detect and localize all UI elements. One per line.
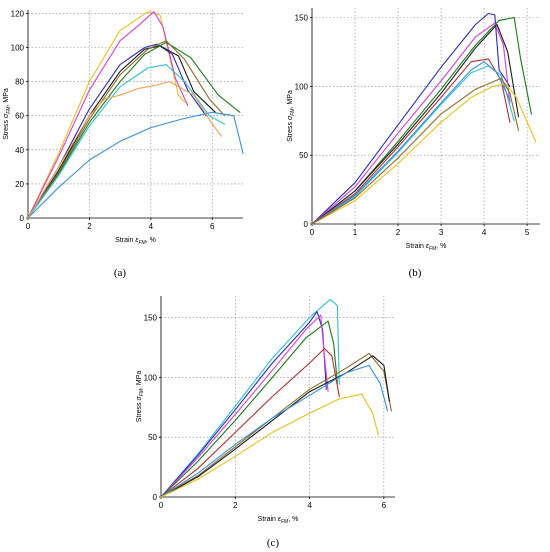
series-line-3: [160, 314, 329, 498]
series-line-9: [27, 81, 223, 219]
series-line-1: [27, 11, 186, 219]
x-tick-label: 2: [233, 501, 238, 510]
y-tick-label: 80: [15, 78, 24, 87]
x-tick-label: 4: [307, 501, 312, 510]
y-tick-label: 100: [295, 82, 309, 91]
series-line-1: [160, 299, 340, 498]
series-line-6: [160, 352, 392, 498]
y-tick-label: 60: [15, 112, 24, 121]
series-line-8: [311, 83, 537, 225]
y-tick-label: 150: [144, 314, 158, 323]
series-line-9: [160, 393, 379, 498]
x-tick-label: 6: [382, 501, 387, 510]
series-line-5: [311, 58, 511, 225]
y-tick-label: 120: [11, 9, 25, 18]
x-tick-label: 2: [396, 228, 401, 237]
x-tick-label: 0: [26, 222, 31, 231]
series-line-5: [27, 41, 241, 219]
panel-label: (c): [267, 537, 280, 549]
series-line-4: [311, 23, 520, 225]
series-line-4: [160, 320, 338, 498]
series-line-2: [27, 11, 189, 219]
x-tick-label: 1: [353, 228, 358, 237]
x-tick-label: 4: [482, 228, 487, 237]
y-tick-label: 50: [299, 151, 308, 160]
series-line-7: [160, 355, 390, 498]
series-line-3: [311, 22, 511, 225]
x-tick-label: 3: [439, 228, 444, 237]
x-tick-label: 0: [310, 228, 315, 237]
y-tick-label: 20: [15, 180, 24, 189]
y-tick-label: 0: [153, 493, 158, 502]
series-line-9: [311, 77, 520, 225]
series-line-4: [27, 45, 216, 219]
y-tick-label: 50: [148, 433, 157, 442]
y-tick-label: 100: [11, 44, 25, 53]
x-tick-label: 2: [87, 222, 92, 231]
y-axis-label: Stress σFM, MPa: [287, 90, 296, 142]
x-tick-label: 5: [525, 228, 530, 237]
series-line-3: [27, 43, 207, 219]
x-tick-label: 0: [159, 501, 164, 510]
panel-label: (b): [409, 267, 422, 279]
x-axis-label: Strain εFM, %: [406, 243, 447, 252]
y-tick-label: 0: [20, 214, 25, 223]
series-line-6: [311, 65, 515, 225]
panel-label: (a): [114, 267, 127, 279]
series-line-6: [27, 40, 226, 219]
x-tick-label: 6: [210, 222, 215, 231]
series-line-1: [311, 12, 511, 225]
series-line-2: [311, 17, 532, 225]
series-line-7: [311, 61, 511, 225]
chart-panel-3: 0 2 4 6 0 50 100 150 Strain εFM, % Stress σFM, MP…: [136, 296, 395, 549]
y-tick-label: 150: [295, 14, 309, 23]
y-tick-label: 40: [15, 146, 24, 155]
y-axis-label: Stress σFM, MPa: [3, 88, 12, 140]
y-axis-label: Stress σFM, MPa: [136, 371, 145, 423]
x-axis-label: Strain εFM, %: [258, 516, 299, 525]
x-axis-label: Strain εFM, %: [115, 237, 156, 246]
x-tick-label: 4: [149, 222, 154, 231]
y-tick-label: 100: [144, 373, 158, 382]
y-tick-label: 0: [304, 220, 309, 229]
series-line-8: [160, 364, 389, 498]
series-line-8: [27, 111, 244, 219]
series-line-5: [160, 348, 340, 498]
series-line-7: [27, 64, 226, 219]
